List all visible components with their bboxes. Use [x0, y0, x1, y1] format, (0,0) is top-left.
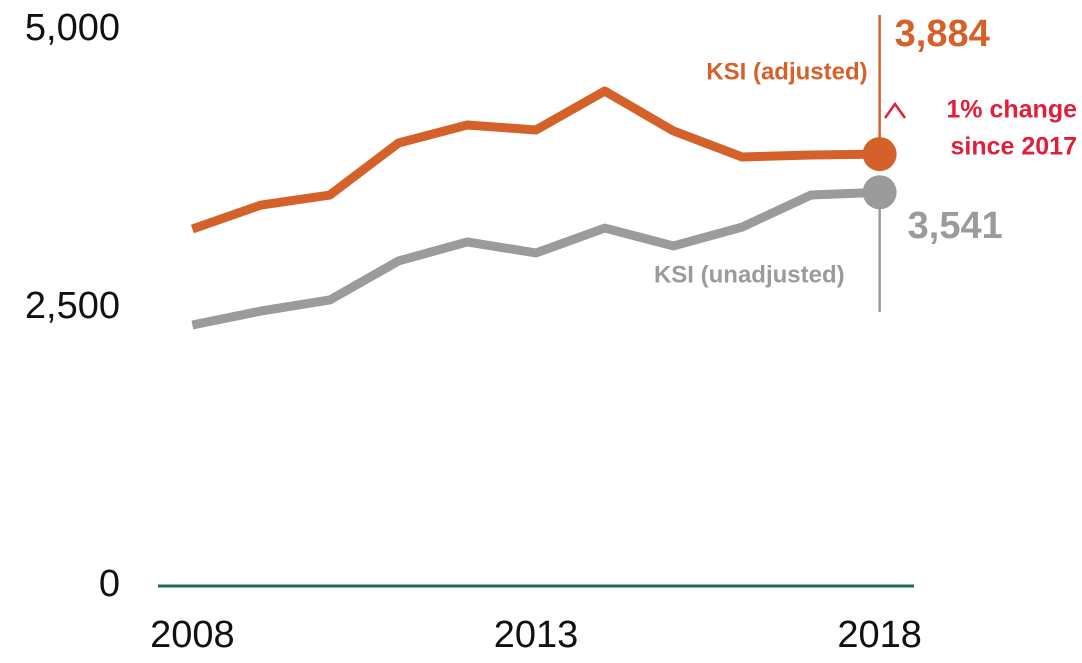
value-label: 3,541 — [908, 205, 1003, 247]
y-tick-label: 0 — [99, 563, 120, 605]
series-name: KSI (adjusted) — [706, 58, 867, 85]
end-point — [862, 175, 897, 210]
annotation-line: 1% change — [946, 96, 1077, 124]
series-name: KSI (unadjusted) — [654, 261, 845, 288]
annotation: 1% change since 2017 — [883, 96, 1078, 161]
annotation-line: since 2017 — [951, 133, 1078, 161]
end-point — [862, 137, 897, 172]
series-line — [191, 187, 880, 330]
x-tick-label: 2018 — [837, 614, 922, 656]
value-label: 3,884 — [895, 13, 990, 55]
up-arrow — [883, 101, 907, 119]
y-tick-label: 2,500 — [25, 285, 120, 327]
x-tick-label: 2008 — [150, 614, 235, 656]
series-line — [190, 86, 880, 234]
y-tick-label: 5,000 — [25, 7, 120, 49]
x-tick-label: 2013 — [494, 614, 579, 656]
